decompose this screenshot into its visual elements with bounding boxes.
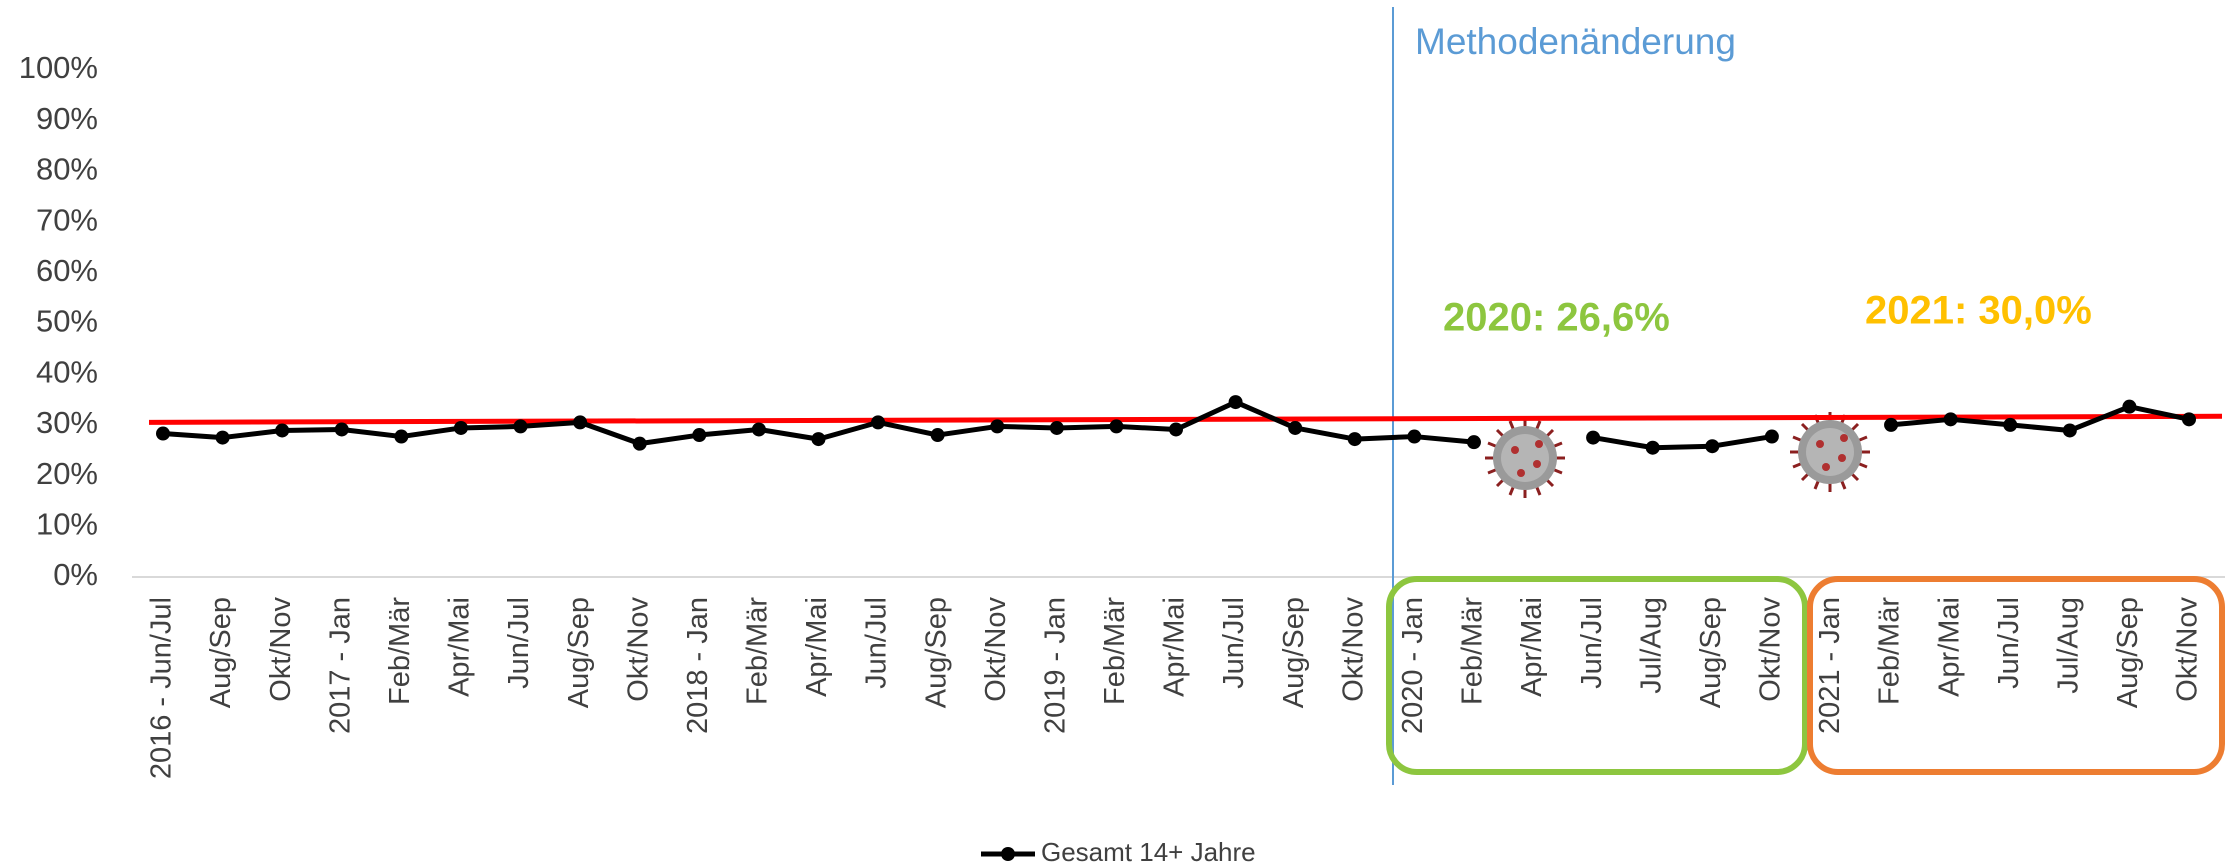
x-tick-label: 2021 - Jan (1814, 597, 1846, 734)
trend-line (148, 413, 2223, 425)
x-tick-label: Apr/Mai (444, 597, 476, 697)
data-point (215, 430, 230, 445)
data-point (1347, 432, 1362, 447)
x-tick-label: Jun/Jul (503, 597, 535, 689)
x-tick-label: Okt/Nov (1755, 597, 1787, 702)
x-tick-label: Jul/Aug (1635, 597, 1667, 694)
x-tick-label: Apr/Mai (801, 597, 833, 697)
data-point (453, 420, 468, 435)
virus-icon (1790, 412, 1870, 492)
y-tick-label: 10% (36, 506, 98, 541)
x-tick-label: 2019 - Jan (1039, 597, 1071, 734)
data-point (1049, 420, 1064, 435)
x-tick-label: Feb/Mär (384, 597, 416, 705)
y-tick-label: 50% (36, 304, 98, 339)
y-tick-label: 30% (36, 405, 98, 440)
annotation: 2021: 30,0% (1865, 289, 2092, 333)
x-tick-label: Feb/Mär (1099, 597, 1131, 705)
legend-label: Gesamt 14+ Jahre (1041, 837, 1256, 867)
data-point (1943, 412, 1958, 427)
x-tick-label: 2016 - Jun/Jul (146, 597, 178, 779)
x-tick-label: Apr/Mai (1516, 597, 1548, 697)
x-tick-label: Okt/Nov (265, 597, 297, 702)
series-line (1890, 404, 2190, 433)
data-point (2003, 417, 2018, 432)
x-tick-label: 2018 - Jan (682, 597, 714, 734)
x-tick-label: Jun/Jul (1576, 597, 1608, 689)
x-tick-label: Feb/Mär (1457, 597, 1489, 705)
x-tick-label: 2017 - Jan (324, 597, 356, 734)
data-point (990, 419, 1005, 434)
y-tick-label: 70% (36, 202, 98, 237)
x-tick-label: Feb/Mär (742, 597, 774, 705)
x-tick-label: Aug/Sep (1278, 597, 1310, 708)
legend-marker (1001, 847, 1015, 861)
data-point (1586, 430, 1601, 445)
data-point (275, 423, 290, 438)
data-point (811, 432, 826, 447)
data-point (394, 429, 409, 444)
x-tick-label: Jun/Jul (1993, 597, 2025, 689)
data-point (573, 415, 588, 430)
data-point (1884, 417, 1899, 432)
y-tick-label: 60% (36, 253, 98, 288)
x-tick-label: Aug/Sep (920, 597, 952, 708)
x-tick-label: Okt/Nov (2172, 597, 2204, 702)
data-point (2122, 399, 2137, 414)
y-tick-label: 0% (53, 557, 98, 592)
data-point (632, 436, 647, 451)
data-point (1228, 395, 1243, 410)
data-point (1705, 439, 1720, 454)
data-point (1109, 419, 1124, 434)
data-point (751, 422, 766, 437)
data-point (1645, 440, 1660, 455)
x-tick-label: Okt/Nov (1337, 597, 1369, 702)
y-tick-label: 100% (19, 50, 98, 85)
x-tick-label: Aug/Sep (2112, 597, 2144, 708)
data-point (871, 415, 886, 430)
annotation: Methodenänderung (1415, 21, 1736, 62)
x-tick-label: Jul/Aug (2052, 597, 2084, 694)
data-point (513, 419, 528, 434)
data-point (1764, 429, 1779, 444)
x-tick-label: Apr/Mai (1159, 597, 1191, 697)
y-tick-label: 90% (36, 101, 98, 136)
x-tick-label: Okt/Nov (980, 597, 1012, 702)
data-point (930, 428, 945, 443)
data-point (156, 426, 170, 441)
data-point (1288, 420, 1303, 435)
data-point (1169, 422, 1183, 437)
y-tick-label: 40% (36, 354, 98, 389)
box-2021 (1807, 576, 2225, 775)
x-tick-label: 2020 - Jan (1397, 597, 1429, 734)
data-point (2062, 423, 2077, 438)
y-tick-label: 20% (36, 456, 98, 491)
data-point (1407, 429, 1422, 444)
x-tick-label: Aug/Sep (563, 597, 595, 708)
x-tick-label: Aug/Sep (1695, 597, 1727, 708)
box-2020 (1386, 576, 1808, 775)
x-tick-label: Okt/Nov (622, 597, 654, 702)
annotation: 2020: 26,6% (1443, 296, 1670, 340)
x-tick-label: Jun/Jul (861, 597, 893, 689)
data-point (692, 428, 707, 443)
y-tick-label: 80% (36, 152, 98, 187)
virus-icon (1485, 418, 1565, 498)
data-point (2182, 412, 2196, 427)
data-point (334, 422, 349, 437)
x-tick-label: Aug/Sep (205, 597, 237, 708)
x-tick-label: Jun/Jul (1218, 597, 1250, 689)
x-tick-label: Feb/Mär (1874, 597, 1906, 705)
x-tick-label: Apr/Mai (1933, 597, 1965, 697)
data-point (1466, 435, 1481, 450)
series-line (1592, 434, 1773, 451)
